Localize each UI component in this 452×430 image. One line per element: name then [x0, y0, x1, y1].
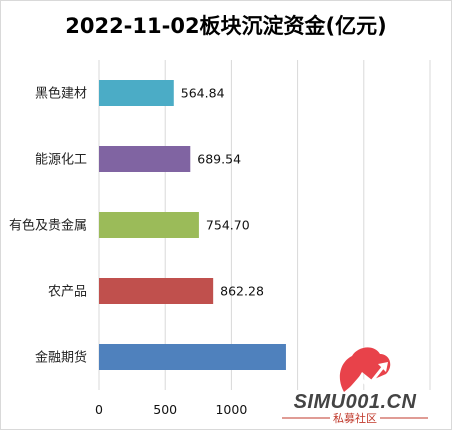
category-label: 农产品 [48, 285, 87, 300]
gridlines [98, 60, 431, 390]
watermark-subtext: 私募社区 [333, 411, 377, 425]
bar [99, 212, 199, 238]
watermark: SIMU001.CN 私募社区 [282, 347, 428, 425]
category-label: 有色及贵金属 [9, 218, 87, 234]
value-label: 862.28 [220, 284, 264, 299]
bar [99, 344, 286, 370]
bar [99, 146, 191, 172]
category-label: 能源化工 [35, 153, 87, 168]
bars [99, 80, 286, 370]
x-tick-label: 0 [95, 402, 103, 417]
value-label: 689.54 [197, 152, 241, 167]
bar [99, 80, 174, 106]
watermark-text: SIMU001.CN [294, 391, 417, 413]
chart-title: 2022-11-02板块沉淀资金(亿元) [65, 14, 387, 38]
x-tick-labels: 0 500 1000 [95, 402, 247, 417]
x-tick-label: 1000 [215, 402, 247, 417]
value-label: 754.70 [206, 218, 250, 233]
category-label: 黑色建材 [35, 86, 87, 102]
x-tick-label: 500 [153, 402, 177, 417]
category-label: 金融期货 [35, 350, 87, 366]
value-labels: 564.84 689.54 754.70 862.28 [181, 86, 264, 299]
value-label: 564.84 [181, 86, 225, 101]
watermark-logo-icon [339, 347, 391, 395]
bar [99, 278, 214, 304]
